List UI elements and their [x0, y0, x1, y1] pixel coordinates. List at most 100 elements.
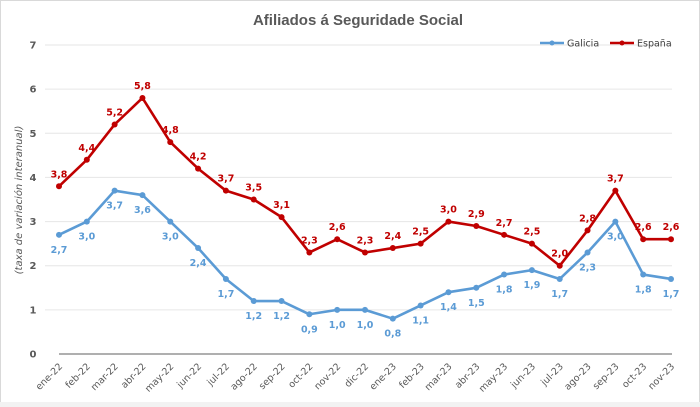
series-galicia-point — [278, 298, 285, 305]
series-galicia-point — [501, 271, 508, 278]
data-label-espana: 2,3 — [301, 235, 318, 246]
y-tick-label: 7 — [30, 41, 37, 52]
data-label-galicia: 1,9 — [523, 280, 540, 291]
x-tick-label: dic-22 — [343, 361, 372, 390]
data-label-galicia: 2,4 — [190, 258, 207, 269]
series-espana-point — [56, 183, 62, 190]
x-tick-label: ene-23 — [368, 361, 399, 392]
series-galicia-point — [167, 218, 174, 225]
series-galicia-point — [417, 302, 424, 309]
series-espana-point — [139, 94, 146, 101]
series-galicia-point — [528, 267, 535, 274]
legend: Galicia España — [540, 39, 672, 50]
series-espana-point — [195, 165, 202, 172]
series-galicia-point — [584, 249, 591, 256]
series-espana-point — [445, 218, 452, 225]
data-label-espana: 2,5 — [523, 227, 540, 238]
series-espana-point — [528, 240, 535, 247]
data-label-espana: 2,0 — [551, 249, 568, 260]
data-label-galicia: 3,7 — [106, 201, 123, 212]
data-label-galicia: 1,0 — [329, 320, 346, 331]
series-galicia-point — [445, 289, 452, 296]
series-espana-point — [584, 227, 591, 234]
series-galicia-point — [389, 315, 396, 322]
data-label-galicia: 3,6 — [134, 205, 151, 216]
data-labels: 2,7 3,0 3,7 3,6 3,0 2,4 1,7 1,2 1,2 0,9 1,0 1,0 0,8 1… — [51, 81, 680, 340]
y-tick-label: 6 — [30, 85, 37, 96]
legend-galicia-label: Galicia — [567, 39, 599, 50]
series-galicia-point — [139, 192, 146, 199]
legend-espana-label: España — [637, 39, 672, 50]
series-galicia-point — [222, 275, 229, 282]
series-galicia-point — [612, 218, 619, 225]
legend-galicia-marker-icon — [549, 40, 555, 46]
data-label-galicia: 1,2 — [245, 311, 262, 322]
data-label-espana: 2,7 — [496, 218, 513, 229]
x-tick-label: feb-22 — [63, 361, 93, 391]
legend-item-espana: España — [610, 39, 672, 50]
data-label-espana: 4,2 — [190, 152, 207, 163]
data-label-espana: 5,2 — [106, 107, 123, 118]
series-galicia-point — [306, 311, 313, 318]
x-tick-label: ene-22 — [34, 361, 65, 392]
series-galicia-point — [111, 187, 118, 194]
y-tick-label: 5 — [30, 129, 37, 140]
x-tick-label: oct-23 — [620, 361, 649, 390]
series-espana-point — [612, 187, 619, 194]
series-espana-point — [278, 214, 285, 221]
series-espana-point — [640, 236, 647, 243]
data-label-galicia: 3,0 — [162, 232, 179, 243]
y-tick-label: 0 — [30, 350, 37, 361]
series-galicia-point — [83, 218, 90, 225]
data-label-galicia: 3,0 — [78, 232, 95, 243]
series-galicia-point — [250, 298, 257, 305]
data-label-galicia: 1,8 — [635, 285, 652, 296]
series-espana-point — [473, 222, 480, 229]
data-label-espana: 2,6 — [635, 222, 652, 233]
x-tick-label: nov-22 — [312, 361, 343, 392]
x-tick-label: mar-22 — [89, 361, 121, 393]
data-label-espana: 2,5 — [412, 227, 429, 238]
x-tick-label: jun-22 — [174, 361, 204, 391]
series-espana-point — [222, 187, 229, 194]
data-label-espana: 5,8 — [134, 81, 151, 92]
series-espana-point — [111, 121, 118, 128]
x-tick-label: sep-22 — [257, 361, 288, 392]
data-label-galicia: 3,0 — [607, 232, 624, 243]
y-tick-label: 1 — [30, 305, 37, 316]
series-galicia-point — [668, 275, 674, 282]
x-tick-label: may-23 — [477, 361, 510, 394]
series-espana-point — [167, 139, 174, 146]
data-label-espana: 3,8 — [51, 169, 68, 180]
data-label-galicia: 1,8 — [496, 285, 513, 296]
series-galicia-point — [556, 275, 563, 282]
series-espana-point — [556, 262, 563, 269]
data-label-galicia: 2,3 — [579, 262, 596, 273]
data-label-galicia: 1,2 — [273, 311, 290, 322]
data-label-espana: 3,5 — [245, 183, 262, 194]
series-espana-point — [250, 196, 257, 203]
data-label-espana: 3,7 — [217, 174, 234, 185]
x-tick-label: ago-22 — [228, 361, 259, 392]
data-label-espana: 2,6 — [329, 222, 346, 233]
legend-item-galicia: Galicia — [540, 39, 599, 50]
x-tick-label: mar-23 — [423, 361, 455, 393]
series-espana-point — [417, 240, 424, 247]
y-tick-label: 2 — [30, 261, 37, 272]
data-label-galicia: 1,0 — [357, 320, 374, 331]
data-label-espana: 3,1 — [273, 200, 290, 211]
series-galicia-point — [334, 306, 341, 313]
y-axis-ticks: 0 1 2 3 4 5 6 7 — [30, 41, 37, 361]
series-galicia-point — [195, 245, 202, 252]
x-tick-label: feb-23 — [397, 361, 427, 391]
legend-espana-marker-icon — [619, 40, 625, 46]
data-label-espana: 2,8 — [579, 213, 596, 224]
data-label-espana: 2,4 — [384, 231, 401, 242]
data-label-galicia: 2,7 — [51, 245, 68, 256]
data-label-espana: 4,4 — [78, 143, 95, 154]
data-label-galicia: 0,8 — [384, 329, 401, 340]
y-tick-label: 3 — [30, 217, 37, 228]
data-label-espana: 4,8 — [162, 125, 179, 136]
